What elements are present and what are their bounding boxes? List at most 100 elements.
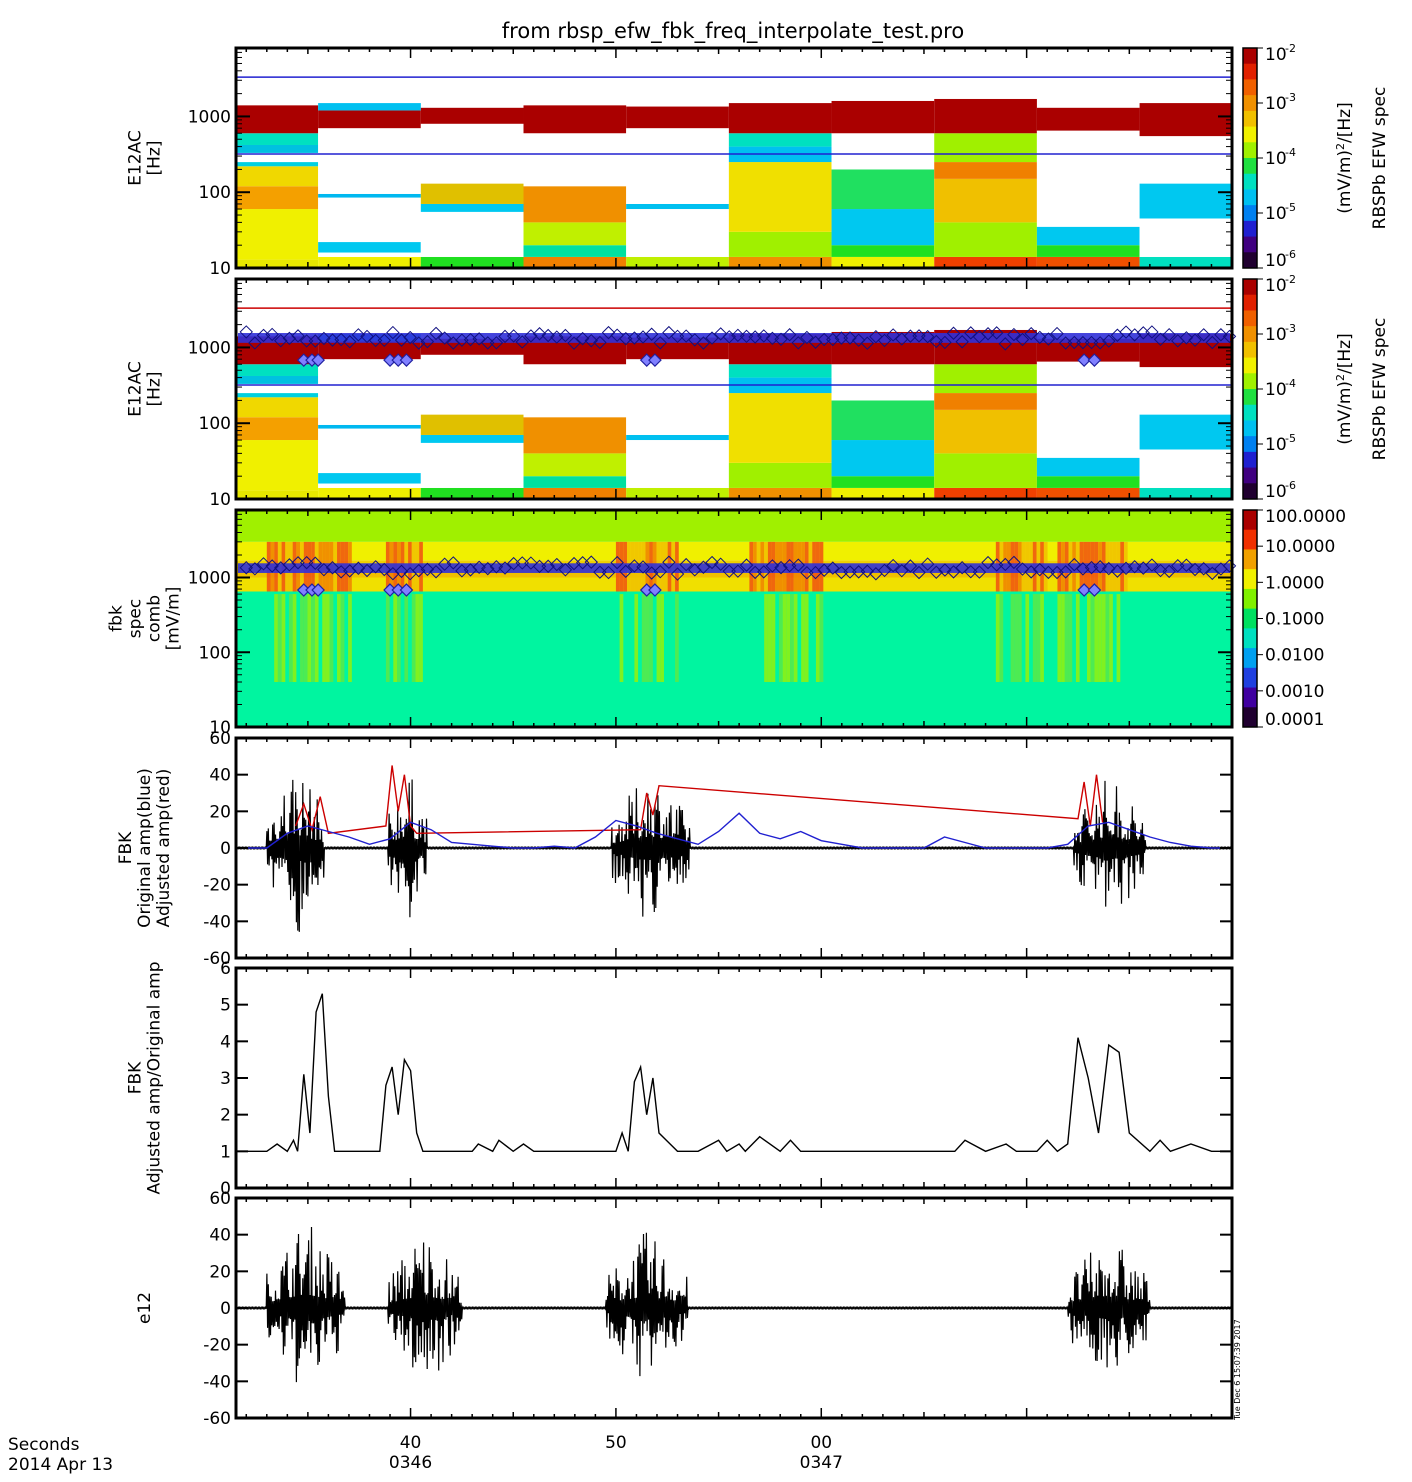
diamond-marker: [662, 325, 676, 340]
diamond-marker: [1093, 560, 1107, 574]
diamond-marker: [1222, 559, 1237, 573]
fbk-active-cell: [411, 594, 416, 682]
y-tick-label: 5: [220, 996, 231, 1016]
y-tick-label: 1: [220, 1142, 231, 1162]
diamond-marker: [989, 326, 1004, 340]
diamond-marker: [800, 330, 814, 345]
fbk-active-cell: [790, 594, 794, 682]
diamond-marker: [1024, 565, 1038, 579]
diamond-marker: [1188, 333, 1202, 347]
y-tick-label: 60: [209, 729, 231, 749]
diamond-marker: [688, 333, 702, 347]
spectrogram-cell: [236, 397, 319, 418]
spectrogram-cell: [1139, 183, 1232, 219]
spectrogram-cell: [1036, 476, 1140, 488]
spectrogram-cell: [934, 178, 1037, 223]
spectrogram-cell: [523, 417, 627, 454]
fbk-active-cell: [419, 594, 423, 682]
spectrogram-cell: [831, 256, 935, 268]
panel-2-frame: [234, 277, 1234, 501]
diamond-marker: [713, 327, 728, 341]
diamond-marker-low: [399, 583, 414, 597]
diamond-marker: [558, 328, 573, 343]
diamond-marker: [601, 565, 616, 580]
panel-1-frame: [234, 46, 1234, 270]
colorbar-units: (mV/m)2/[Hz]: [1334, 333, 1356, 444]
diamond-marker: [1102, 561, 1116, 576]
diamond-marker: [981, 555, 995, 570]
fbk-active-cell: [1075, 594, 1080, 682]
fbk-active-cell: [397, 594, 401, 682]
fbk-active-cell: [786, 594, 791, 682]
y-axis-label: spec: [126, 599, 146, 638]
colorbar-segment: [1243, 326, 1257, 343]
fbk-active-cell: [1068, 594, 1073, 682]
diamond-marker: [869, 329, 883, 344]
colorbar-segment: [1243, 588, 1257, 610]
y-tick-label: 2: [220, 1106, 231, 1126]
spectrogram-cell: [934, 393, 1037, 410]
spectrogram-cell: [236, 186, 319, 210]
panel-3-frame: [234, 508, 1234, 729]
diamond-marker: [1102, 334, 1116, 348]
colorbar-tick-label: 1.0000: [1265, 573, 1324, 593]
spectrogram-cell: [728, 103, 832, 134]
colorbar-segment: [1243, 189, 1257, 206]
diamond-marker: [351, 328, 366, 342]
diamond-marker: [912, 329, 926, 343]
fbk-active-cell: [1116, 594, 1121, 682]
colorbar-segment: [1243, 404, 1257, 421]
y-tick-label: 1000: [188, 569, 231, 589]
diamond-marker: [1007, 555, 1021, 570]
spectrogram-cell: [1036, 107, 1140, 131]
diamond-marker: [265, 559, 279, 573]
diamond-marker: [1050, 326, 1064, 341]
fbk-active-cell: [793, 594, 798, 682]
diamond-marker: [282, 558, 297, 572]
colorbar-tick-exponent: -2: [1285, 42, 1296, 55]
colorbar-tick-label: 10: [1265, 149, 1287, 169]
diamond-marker-low: [648, 583, 662, 597]
y-axis-label: Original amp(blue): [135, 768, 155, 928]
spectrogram-cell: [420, 487, 524, 499]
diamond-marker: [644, 327, 659, 341]
diamond-marker-low: [1087, 583, 1102, 597]
fbk-active-cell: [1109, 594, 1113, 682]
y-tick-label: 100: [199, 183, 231, 203]
diamond-marker: [420, 562, 435, 577]
spectrogram-cell: [236, 364, 319, 376]
diamond-marker: [782, 328, 797, 342]
diamond-marker: [929, 334, 943, 349]
y-tick-label: -40: [203, 912, 231, 932]
diamond-marker: [1145, 325, 1159, 339]
spectrogram-cell: [523, 105, 627, 134]
spectrogram-cell: [523, 245, 627, 257]
spectrogram-cell: [523, 256, 627, 268]
spectrogram-cell: [1139, 449, 1232, 488]
fbk-active-cell: [819, 594, 824, 682]
spectrogram-cell: [728, 364, 832, 378]
diamond-marker: [1196, 328, 1211, 342]
spectrogram-cell: [626, 106, 729, 129]
spectrogram-cell: [626, 256, 729, 268]
spectrogram-cell: [1036, 361, 1140, 458]
colorbar-segment: [1243, 420, 1257, 437]
diamond-marker: [420, 334, 435, 349]
fbk-band: [236, 541, 1232, 561]
y-tick-label: 40: [209, 766, 231, 786]
y-axis-label: fbk: [107, 605, 127, 632]
x-tick-label: 00: [810, 1433, 832, 1453]
spectrogram-cell: [1139, 218, 1232, 257]
spectrogram-cell: [728, 133, 832, 147]
x-axis-units-label: Seconds: [8, 1435, 80, 1455]
diamond-marker: [515, 335, 529, 349]
diamond-marker: [412, 336, 426, 350]
x-axis-date-label: 2014 Apr 13: [8, 1455, 113, 1475]
spectrogram-cell: [831, 440, 935, 477]
spectrogram-cell: [236, 440, 319, 491]
spectrogram-cell: [236, 209, 319, 260]
diamond-marker: [584, 555, 598, 569]
spectrogram-cell: [934, 256, 1037, 268]
fbk-active-cell: [619, 594, 624, 682]
fbk-active-cell: [1101, 594, 1106, 682]
